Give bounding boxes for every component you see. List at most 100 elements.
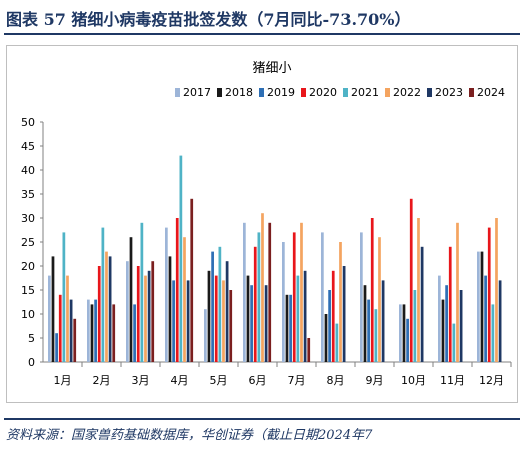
bar-2018-10 (402, 304, 406, 362)
bar-2018-5 (207, 270, 211, 362)
legend-swatch-2022 (385, 88, 390, 97)
chart-title: 猪细小 (252, 61, 291, 76)
bar-2021-8 (335, 323, 339, 362)
y-tick-label: 20 (21, 260, 35, 273)
bar-2019-8 (328, 290, 331, 362)
bar-2022-9 (378, 237, 381, 362)
bar-2017-3 (126, 261, 129, 362)
y-tick-label: 5 (28, 332, 35, 345)
bar-2019-4 (172, 280, 175, 362)
bar-2023-8 (342, 266, 346, 362)
bar-2020-1 (58, 294, 62, 362)
x-tick-label: 7月 (288, 374, 306, 387)
legend-label-2021: 2021 (351, 86, 379, 99)
bar-2022-6 (261, 213, 264, 362)
bar-2017-10 (399, 304, 402, 362)
bar-2022-12 (495, 218, 498, 362)
bar-2023-6 (264, 285, 268, 362)
bar-2022-4 (183, 237, 186, 362)
bar-2021-10 (413, 290, 417, 362)
bar-2023-2 (108, 256, 112, 362)
y-tick-label: 15 (21, 284, 35, 297)
bar-2019-6 (250, 285, 253, 362)
y-tick-label: 50 (21, 116, 35, 129)
chart-legend: 2017 2018 2019 2020 2021 2022 2023 2024 (175, 86, 505, 99)
bar-2020-6 (253, 246, 257, 362)
x-tick-label: 3月 (132, 374, 150, 387)
bar-2021-5 (218, 246, 222, 362)
bar-2021-11 (452, 323, 456, 362)
x-axis: 1月 2月 3月 4月 5月 6月 7月 8月 9月 10月 11月 12月 (43, 361, 512, 387)
bars-group (48, 155, 502, 362)
bar-2019-9 (367, 299, 370, 362)
bar-2017-8 (321, 232, 324, 362)
bar-2022-5 (222, 280, 225, 362)
bar-2021-4 (179, 155, 183, 362)
x-tick-label: 1月 (54, 374, 72, 387)
bar-2017-1 (48, 275, 51, 362)
bar-2022-8 (339, 242, 342, 362)
bar-2017-12 (477, 251, 480, 362)
bar-2021-2 (101, 227, 105, 362)
bar-2024-5 (229, 290, 233, 362)
bar-2019-1 (55, 333, 58, 362)
bar-2017-6 (243, 222, 246, 362)
bar-2018-12 (480, 251, 484, 362)
bar-2017-2 (87, 299, 90, 362)
bar-2023-10 (420, 246, 424, 362)
bar-2022-7 (300, 222, 303, 362)
bar-2018-11 (441, 299, 445, 362)
bar-2018-8 (324, 314, 328, 362)
bar-2020-12 (487, 227, 491, 362)
bar-2021-3 (140, 222, 144, 362)
bar-2023-3 (147, 270, 151, 362)
bar-2021-1 (62, 232, 66, 362)
y-tick-label: 40 (21, 164, 35, 177)
bar-2020-4 (175, 218, 179, 362)
bar-2019-2 (94, 299, 97, 362)
bar-2020-9 (370, 218, 374, 362)
bar-2019-7 (289, 294, 292, 362)
bar-2018-7 (285, 294, 289, 362)
bar-2018-6 (246, 275, 250, 362)
legend-swatch-2021 (343, 88, 348, 97)
bar-2024-1 (73, 318, 77, 362)
bar-2017-5 (204, 309, 207, 362)
x-tick-label: 2月 (93, 374, 111, 387)
bar-2017-7 (282, 242, 285, 362)
bar-2018-1 (51, 256, 55, 362)
bar-2021-6 (257, 232, 261, 362)
bar-2024-3 (151, 261, 155, 362)
legend-label-2018: 2018 (225, 86, 253, 99)
bar-2021-7 (296, 275, 300, 362)
bar-2021-12 (491, 304, 495, 362)
x-tick-label: 9月 (366, 374, 384, 387)
y-tick-label: 35 (21, 188, 35, 201)
bar-2024-2 (112, 304, 116, 362)
bar-2017-4 (165, 227, 168, 362)
bar-2017-9 (360, 232, 363, 362)
y-axis: 0 5 10 15 20 25 30 35 40 45 50 (21, 116, 44, 369)
x-tick-label: 6月 (249, 374, 267, 387)
legend-label-2023: 2023 (435, 86, 463, 99)
bar-2020-11 (448, 246, 452, 362)
bar-2023-12 (498, 280, 502, 362)
bar-2024-6 (268, 222, 272, 362)
bar-2019-12 (484, 275, 487, 362)
legend-label-2022: 2022 (393, 86, 421, 99)
bar-2019-5 (211, 251, 214, 362)
bar-2020-2 (97, 266, 101, 362)
x-tick-label: 11月 (440, 374, 465, 387)
bar-2023-5 (225, 261, 229, 362)
legend-label-2020: 2020 (309, 86, 337, 99)
bar-2018-4 (168, 256, 172, 362)
bar-2019-11 (445, 285, 448, 362)
x-tick-label: 4月 (171, 374, 189, 387)
bar-2020-5 (214, 275, 218, 362)
bar-2023-11 (459, 290, 463, 362)
figure-title: 图表 57 猪细小病毒疫苗批签发数（7月同比-73.70%） (6, 10, 411, 29)
bar-2018-2 (90, 304, 94, 362)
header-divider (4, 33, 520, 35)
footer-divider (4, 418, 520, 420)
x-tick-label: 8月 (327, 374, 345, 387)
